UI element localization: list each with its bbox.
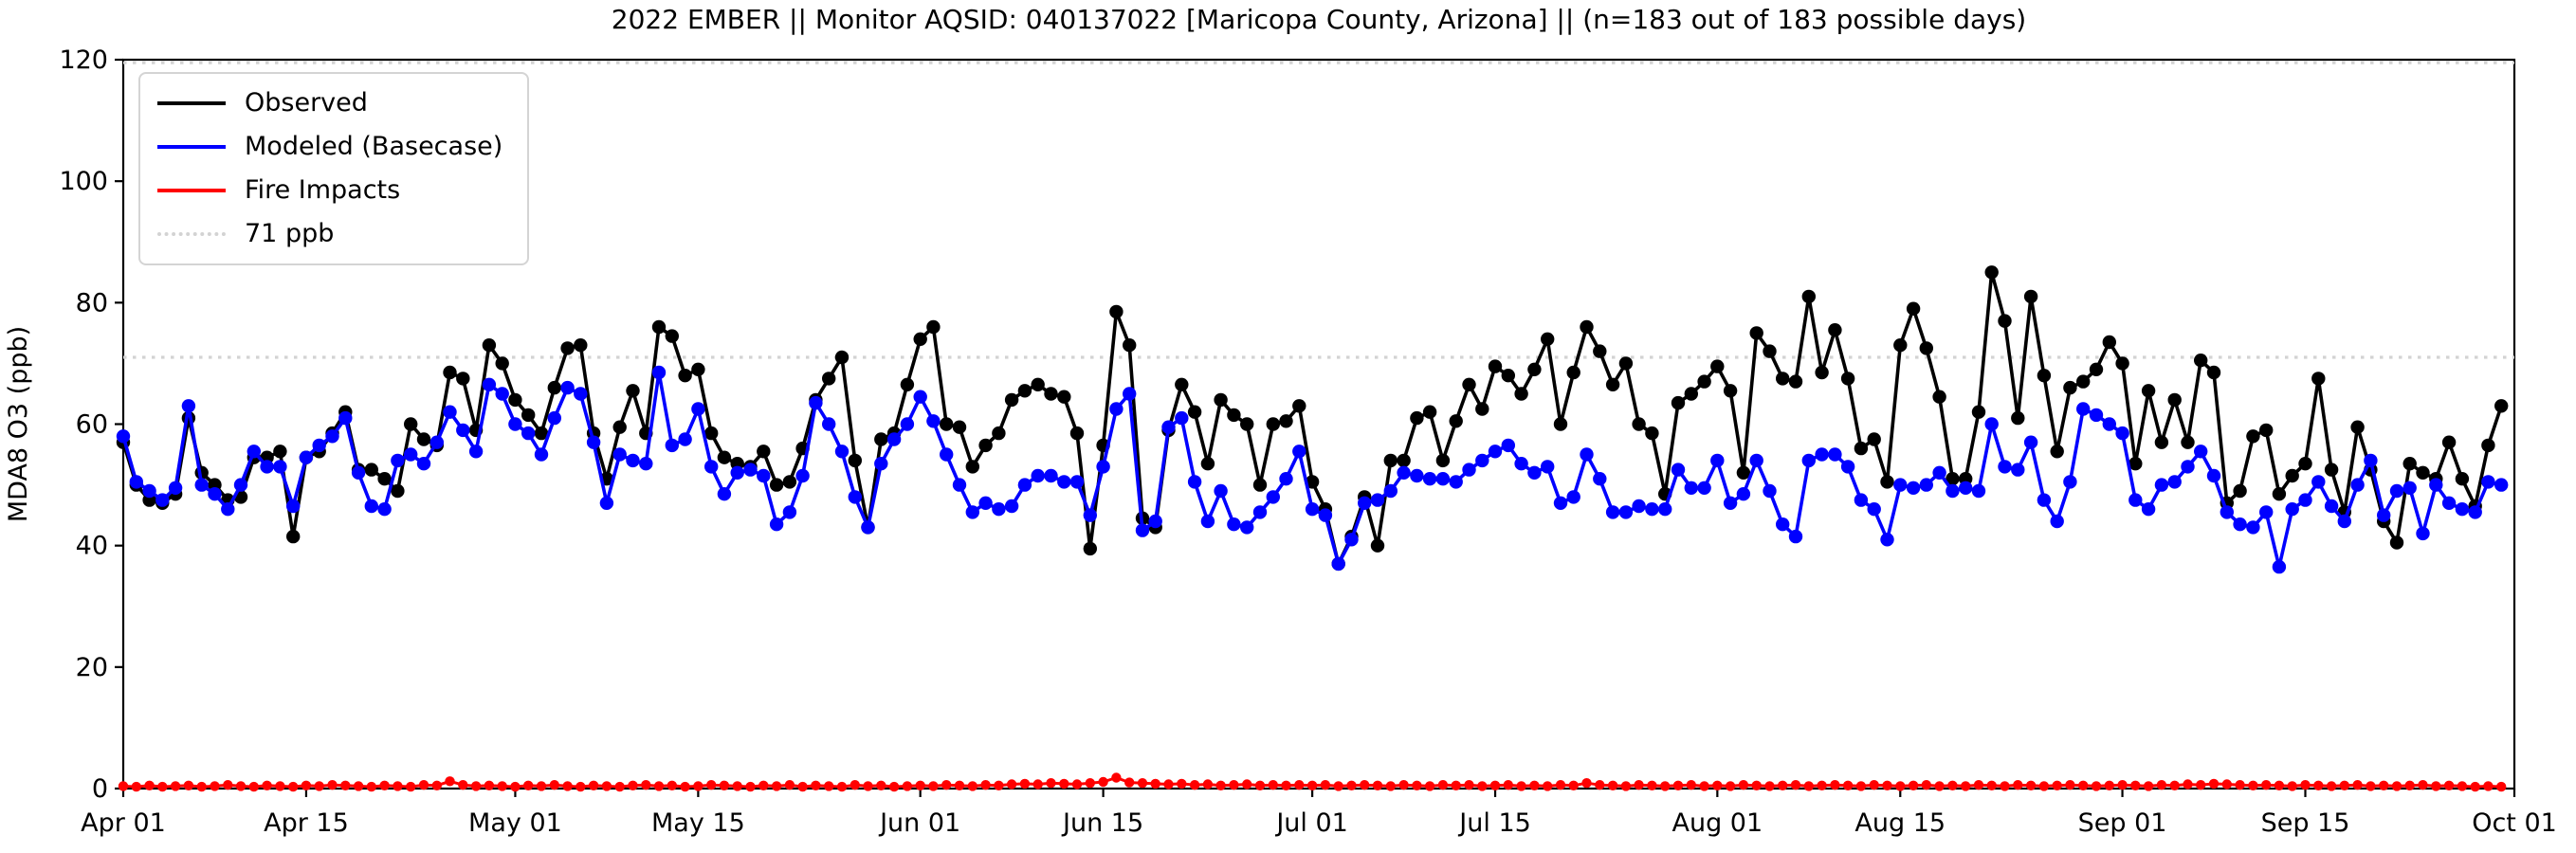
x-tick-label: Jun 15 (1061, 808, 1143, 838)
legend-item-modeled: Modeled (Basecase) (157, 131, 502, 163)
x-tick-label: May 15 (651, 808, 745, 838)
fire-impacts-series (118, 772, 2507, 792)
y-axis-label: MDA8 O3 (ppb) (4, 326, 33, 522)
y-tick-label: 80 (76, 288, 108, 318)
legend: Observed Modeled (Basecase) Fire Impacts… (138, 72, 530, 265)
legend-label-fire: Fire Impacts (245, 175, 401, 205)
legend-item-observed: Observed (157, 87, 502, 119)
y-tick-label: 0 (92, 774, 108, 804)
x-tick-label: Oct 01 (2472, 808, 2557, 838)
chart-title: 2022 EMBER || Monitor AQSID: 040137022 [… (612, 4, 2026, 35)
x-tick-label: Apr 01 (81, 808, 166, 838)
legend-item-threshold: 71 ppb (157, 218, 502, 250)
modeled-series (116, 365, 2509, 574)
observed-series (116, 265, 2509, 572)
legend-label-modeled: Modeled (Basecase) (245, 132, 503, 161)
x-tick-label: Sep 15 (2261, 808, 2350, 838)
x-tick-label: Apr 15 (264, 808, 349, 838)
y-tick-label: 120 (59, 45, 108, 75)
x-tick-label: Aug 01 (1672, 808, 1763, 838)
threshold-line-swatch (157, 232, 226, 236)
x-tick-label: Aug 15 (1854, 808, 1946, 838)
legend-label-threshold: 71 ppb (245, 219, 335, 248)
legend-item-fire: Fire Impacts (157, 174, 502, 207)
x-tick-label: May 01 (468, 808, 562, 838)
observed-line-swatch (157, 101, 226, 105)
y-tick-label: 60 (76, 410, 108, 440)
x-tick-label: Jul 01 (1274, 808, 1348, 838)
x-tick-label: Jun 01 (878, 808, 960, 838)
fire-line-swatch (157, 189, 226, 192)
modeled-line-swatch (157, 145, 226, 149)
x-tick-label: Sep 01 (2078, 808, 2167, 838)
y-tick-label: 40 (76, 532, 108, 561)
x-tick-label: Jul 15 (1457, 808, 1531, 838)
legend-label-observed: Observed (245, 88, 368, 118)
y-tick-label: 100 (59, 167, 108, 196)
y-tick-label: 20 (76, 653, 108, 682)
